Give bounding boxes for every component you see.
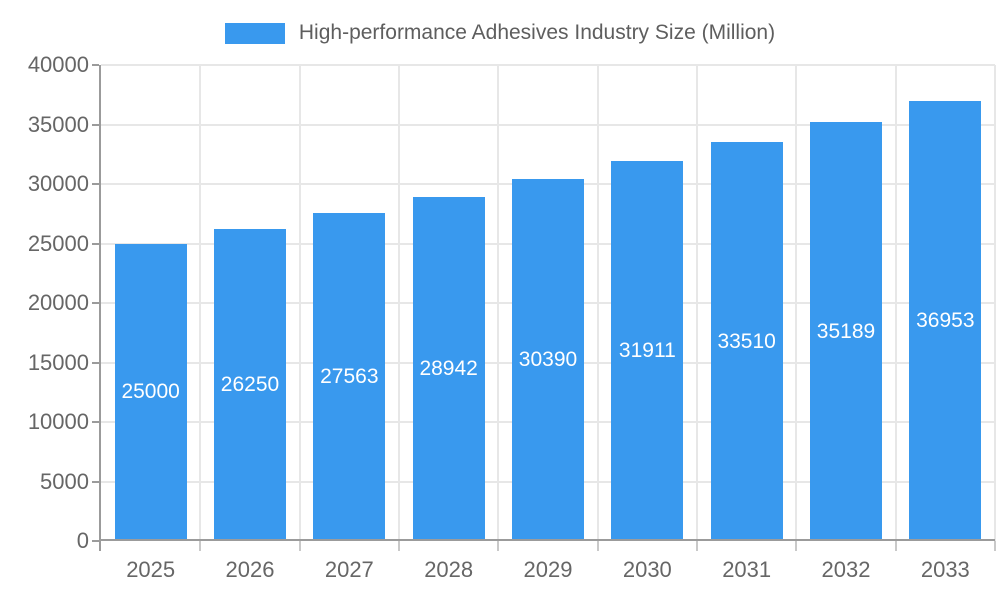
legend-label: High-performance Adhesives Industry Size… [298,21,776,44]
y-axis-tick [92,64,99,66]
x-axis-tick [994,541,996,551]
x-axis-tick-label: 2033 [920,557,970,582]
bar[interactable]: 35189 [810,122,882,541]
bar-value-label: 33510 [717,329,776,353]
y-axis-tick-label: 30000 [27,171,89,196]
x-axis-tick-label: 2026 [225,557,275,582]
x-axis-tick-label: 2025 [126,557,176,582]
y-axis-tick [92,123,99,126]
x-gridline [795,65,798,541]
x-gridline [596,65,599,541]
bar-value-label: 35189 [816,319,876,343]
bar[interactable]: 33510 [710,142,783,541]
x-axis-tick-label: 2029 [523,557,573,582]
x-axis-tick-label: 2028 [424,557,474,582]
x-axis-tick [497,541,500,551]
y-axis-tick [92,361,99,364]
bar[interactable]: 31911 [611,161,684,541]
y-axis-tick [92,183,99,185]
y-axis-tick [92,302,99,304]
y-axis-tick-label: 5000 [40,468,89,494]
x-gridline [298,65,301,541]
x-axis-tick-label: 2032 [821,557,871,582]
y-axis-line [99,65,101,551]
y-axis-tick [92,242,99,245]
bar-value-label: 30390 [518,348,578,372]
y-axis-tick [92,421,99,423]
x-axis-tick [596,541,599,551]
bar-value-label: 28942 [419,356,478,380]
x-axis-tick-label: 2030 [622,557,672,582]
x-axis-tick [894,541,897,551]
x-axis-tick [298,541,301,551]
x-gridline [398,65,400,541]
y-axis-tick-label: 25000 [27,230,89,256]
x-gridline [199,65,202,541]
y-axis-tick-label: 0 [76,528,89,553]
x-gridline [696,65,698,541]
x-axis-tick [398,541,400,551]
x-axis-tick [199,541,202,551]
bar[interactable]: 27563 [313,213,386,541]
x-axis-tick [795,541,798,551]
y-axis-tick-label: 20000 [27,290,89,315]
bar[interactable]: 36953 [909,101,982,541]
y-gridline [101,123,995,126]
x-gridline [994,65,996,541]
bar[interactable]: 25000 [114,243,187,541]
x-axis-tick-label: 2027 [324,557,374,582]
y-axis-tick-label: 35000 [27,111,89,137]
bar-value-label: 25000 [121,380,180,404]
y-axis-tick [92,480,99,483]
y-axis-tick-label: 15000 [27,349,89,375]
legend-swatch-icon [224,22,285,44]
x-gridline [497,65,500,541]
bar-value-label: 27563 [320,364,379,388]
bar[interactable]: 28942 [412,196,485,541]
legend[interactable]: High-performance Adhesives Industry Size… [0,21,1000,45]
x-axis-tick [696,541,698,551]
y-axis-tick [92,540,99,542]
plot-area: 0 5000 10000 15000 20000 25000 30000 35000 40000… [28,54,996,582]
bar[interactable]: 30390 [512,179,584,541]
y-gridline [101,64,995,66]
x-axis-tick-label: 2031 [722,557,772,582]
bar-value-label: 31911 [618,339,676,363]
x-gridline [894,65,897,541]
x-axis-line [99,539,995,541]
y-axis-tick-label: 40000 [27,52,89,77]
bar-value-label: 26250 [220,372,280,396]
bar-value-label: 36953 [916,309,975,333]
bar[interactable]: 26250 [214,228,286,541]
y-axis-tick-label: 10000 [27,409,89,434]
